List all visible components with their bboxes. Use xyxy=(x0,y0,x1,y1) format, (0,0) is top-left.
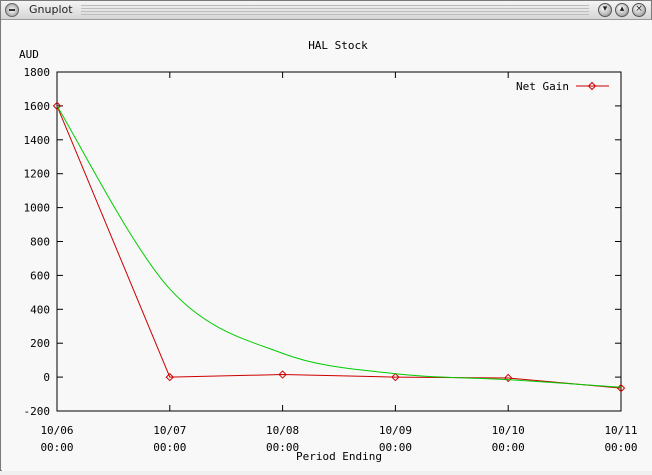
close-icon[interactable]: × xyxy=(632,3,646,17)
x-tick-label: 10/08 xyxy=(266,424,299,437)
data-point-marker xyxy=(503,373,513,383)
x-tick-label: 10/06 xyxy=(40,424,73,437)
plot-frame xyxy=(56,71,622,412)
x-tick-label: 00:00 xyxy=(604,441,637,454)
y-tick-label: 1000 xyxy=(24,202,51,215)
y-tick-label: 800 xyxy=(30,236,50,249)
y-tick-label: 1800 xyxy=(24,66,51,79)
y-tick-label: 200 xyxy=(30,337,50,350)
x-tick-label: 00:00 xyxy=(266,441,299,454)
x-axis-label: Period Ending xyxy=(296,450,382,463)
legend-marker xyxy=(587,81,597,91)
y-tick-label: 1400 xyxy=(24,134,51,147)
y-axis-label: AUD xyxy=(19,48,39,61)
maximize-icon[interactable]: ▴ xyxy=(615,3,629,17)
x-tick-label: 10/09 xyxy=(379,424,412,437)
y-tick-label: 400 xyxy=(30,303,50,316)
title-bar-grip[interactable] xyxy=(81,5,589,15)
x-tick-label: 10/07 xyxy=(153,424,186,437)
data-point-marker xyxy=(52,101,62,111)
chart-title: HAL Stock xyxy=(308,39,368,52)
y-tick-label: 1600 xyxy=(24,100,51,113)
x-tick-label: 00:00 xyxy=(153,441,186,454)
chart: -200 0 200 400 600 800 1000 1200 1400 1600 1800 10/… xyxy=(19,39,638,463)
legend-label: Net Gain xyxy=(516,80,569,93)
series-line-net-gain xyxy=(56,105,622,389)
menu-icon[interactable] xyxy=(5,3,19,17)
series-line-fit xyxy=(56,105,622,388)
data-point-marker xyxy=(278,370,287,379)
minimize-icon[interactable]: ▾ xyxy=(598,3,612,17)
data-point-marker xyxy=(165,372,175,382)
title-bar[interactable]: Gnuplot ▾ ▴ × xyxy=(1,1,651,20)
x-tick-label: 00:00 xyxy=(40,441,73,454)
x-tick-label: 00:00 xyxy=(492,441,525,454)
x-tick-label: 10/10 xyxy=(492,424,525,437)
data-point-marker xyxy=(391,372,400,382)
y-tick-label: -200 xyxy=(24,405,51,418)
x-tick-label: 10/11 xyxy=(604,424,637,437)
y-tick-label: 600 xyxy=(30,269,50,282)
x-tick-label: 00:00 xyxy=(379,441,412,454)
window-title: Gnuplot xyxy=(29,3,73,16)
y-tick-label: 0 xyxy=(43,371,50,384)
y-tick-label: 1200 xyxy=(24,168,51,181)
plot-area: -200 0 200 400 600 800 1000 1200 1400 1600 1800 10/… xyxy=(2,20,652,471)
